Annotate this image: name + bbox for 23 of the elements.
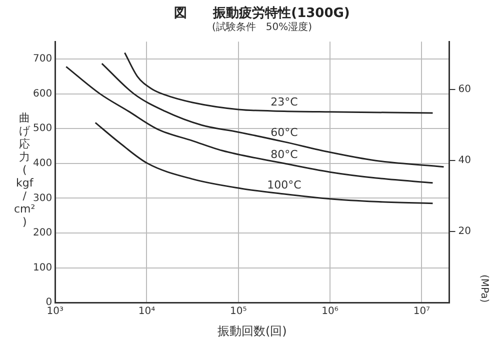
y2-axis-title: (MPa) — [478, 274, 490, 303]
y-tick-label: 100 — [32, 262, 52, 274]
y-tick-label: 400 — [32, 158, 52, 169]
y2-tick-label: 20 — [458, 226, 472, 238]
series-label: 80°C — [270, 148, 298, 161]
chart-subtitle: (試験条件 50%湿度) — [212, 21, 312, 34]
series-label: 23°C — [270, 96, 298, 109]
series-label: 60°C — [270, 126, 298, 140]
y-tick-label: 300 — [32, 192, 52, 204]
x-tick-label: 10³ — [46, 306, 64, 318]
x-tick-label: 10⁷ — [413, 306, 430, 318]
chart-title: 図 振動疲労特性(1300G) — [174, 5, 350, 22]
x-axis-title: 振動回数(回) — [217, 324, 287, 338]
x-tick-label: 10⁶ — [322, 306, 338, 318]
x-tick-label: 10⁴ — [138, 306, 156, 318]
y-tick-label: 600 — [32, 88, 52, 100]
y2-tick-label: 40 — [458, 155, 472, 166]
y2-tick-label: 60 — [458, 84, 472, 96]
y-tick-label: 500 — [32, 123, 52, 134]
series-label: 100°C — [267, 178, 302, 192]
y-tick-label: 200 — [32, 228, 52, 239]
x-tick-label: 10⁵ — [230, 306, 247, 318]
y-tick-label: 700 — [32, 54, 52, 65]
